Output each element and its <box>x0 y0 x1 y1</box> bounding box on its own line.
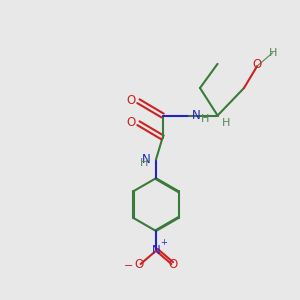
Text: −: − <box>124 261 133 271</box>
Text: H: H <box>140 158 148 169</box>
Text: N: N <box>142 153 151 166</box>
Text: N: N <box>192 109 201 122</box>
Text: O: O <box>169 257 178 271</box>
Text: N: N <box>152 244 160 257</box>
Text: O: O <box>126 94 135 107</box>
Text: O: O <box>134 257 143 271</box>
Text: O: O <box>253 58 262 71</box>
Text: O: O <box>126 116 135 129</box>
Text: H: H <box>201 115 209 124</box>
Text: H: H <box>268 48 277 58</box>
Text: H: H <box>221 118 230 128</box>
Text: +: + <box>160 238 167 247</box>
